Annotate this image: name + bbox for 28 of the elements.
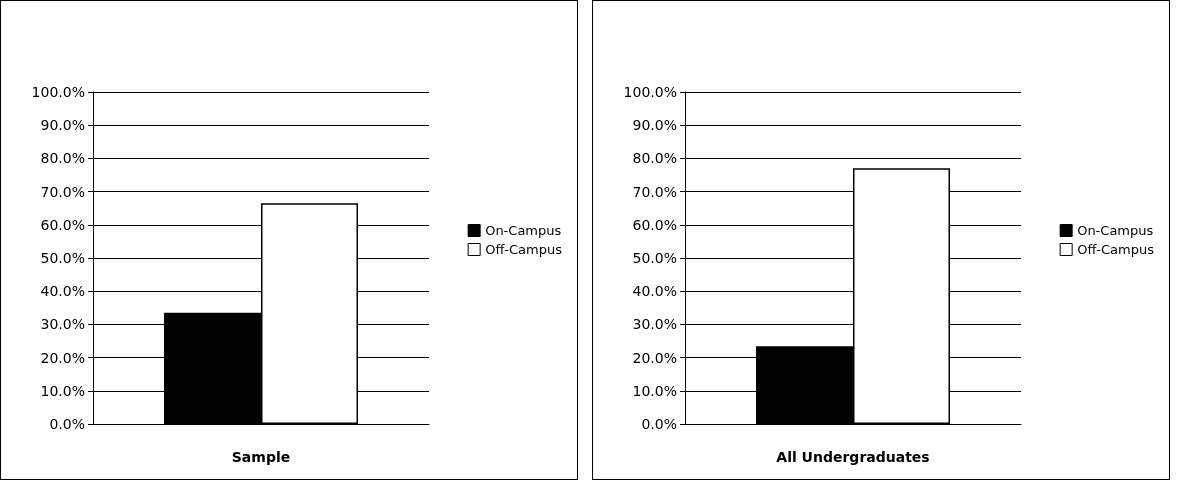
legend-label: On-Campus — [1077, 223, 1154, 238]
y-tick-label: 60.0% — [632, 216, 677, 233]
y-tick-label: 80.0% — [40, 150, 85, 167]
y-tick-label: 40.0% — [632, 283, 677, 300]
x-axis-title: All Undergraduates — [776, 449, 930, 465]
y-tick-label: 10.0% — [40, 382, 85, 399]
y-tick-label: 90.0% — [632, 117, 677, 134]
y-tick-label: 30.0% — [632, 316, 677, 333]
y-tick-label: 20.0% — [632, 349, 677, 366]
x-axis-title: Sample — [231, 449, 291, 465]
y-tick-label: 0.0% — [641, 416, 677, 432]
legend-label: On-Campus — [485, 223, 562, 238]
legend-label: Off-Campus — [1077, 242, 1155, 257]
y-tick-label: 0.0% — [49, 416, 85, 432]
y-tick-label: 40.0% — [40, 283, 85, 300]
y-tick-label: 80.0% — [632, 150, 677, 167]
y-tick-label: 100.0% — [623, 84, 677, 100]
y-tick-label: 30.0% — [40, 316, 85, 333]
y-tick-label: 60.0% — [40, 216, 85, 233]
y-tick-label: 100.0% — [31, 84, 85, 100]
y-tick-label: 50.0% — [632, 250, 677, 266]
y-tick-label: 70.0% — [632, 183, 677, 200]
y-tick-label: 90.0% — [40, 117, 85, 134]
y-tick-label: 20.0% — [40, 349, 85, 366]
y-tick-label: 70.0% — [40, 183, 85, 200]
y-tick-label: 50.0% — [40, 250, 85, 266]
legend-label: Off-Campus — [485, 242, 563, 257]
y-tick-label: 10.0% — [632, 382, 677, 399]
